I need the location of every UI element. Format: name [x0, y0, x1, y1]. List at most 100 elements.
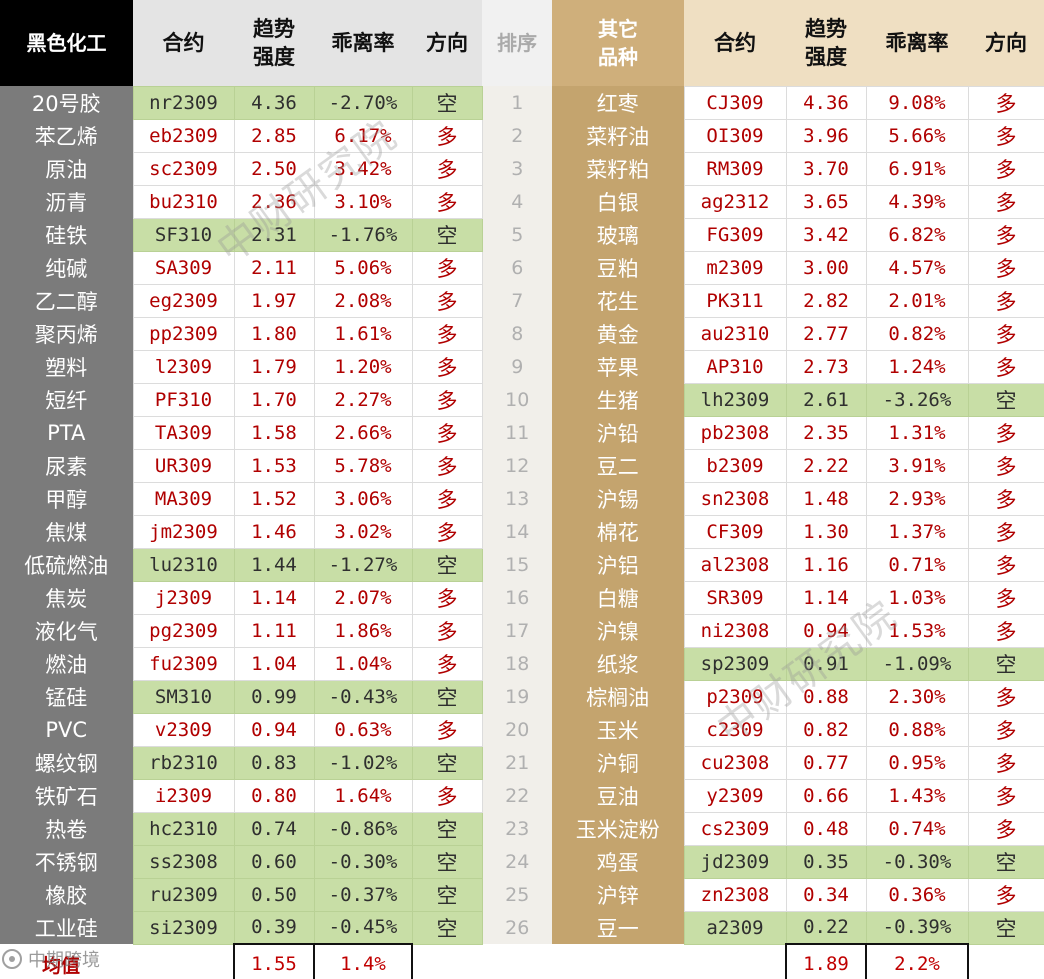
blank-cell [133, 944, 234, 979]
right-deviation-rate: 9.08% [865, 85, 969, 120]
right-deviation-rate: 0.36% [865, 877, 969, 912]
header-strength: 趋势 强度 [234, 0, 314, 86]
left-variety-name: 塑料 [0, 350, 133, 383]
right-deviation-rate: -0.30% [865, 844, 969, 879]
left-variety-name: 不锈钢 [0, 845, 133, 878]
right-trend-strength: 3.65 [785, 184, 867, 219]
rank-number: 17 [482, 614, 552, 647]
right-direction: 多 [967, 217, 1044, 252]
right-direction: 多 [967, 118, 1044, 153]
right-variety-name: 菜籽粕 [552, 152, 684, 185]
right-direction: 多 [967, 316, 1044, 351]
right-variety-name: 白糖 [552, 581, 684, 614]
right-trend-strength: 2.73 [785, 349, 867, 384]
left-deviation-rate: -0.45% [313, 910, 413, 945]
right-contract-code: CF309 [683, 514, 787, 549]
left-trend-strength: 0.50 [233, 877, 315, 912]
right-trend-strength: 0.82 [785, 712, 867, 747]
table-row: 焦煤 jm2309 1.46 3.02% 多 14 棉花 CF309 1.30 1.37% 多 [0, 514, 1044, 549]
header-left-category: 黑色化工 [0, 0, 133, 86]
right-contract-code: sn2308 [683, 481, 787, 516]
left-variety-name: 尿素 [0, 449, 133, 482]
left-direction: 多 [411, 514, 483, 549]
left-trend-strength: 0.83 [233, 745, 315, 780]
left-variety-name: 原油 [0, 152, 133, 185]
right-trend-strength: 2.61 [785, 382, 867, 417]
right-variety-name: 生猪 [552, 383, 684, 416]
right-variety-name: 沪铅 [552, 416, 684, 449]
left-contract-code: v2309 [132, 712, 235, 747]
left-direction: 多 [411, 316, 483, 351]
right-contract-code: OI309 [683, 118, 787, 153]
left-deviation-rate: 3.06% [313, 481, 413, 516]
left-deviation-rate: 2.08% [313, 283, 413, 318]
rank-number: 3 [482, 152, 552, 185]
right-direction: 多 [967, 283, 1044, 318]
left-deviation-rate: -2.70% [313, 85, 413, 120]
left-deviation-rate: -0.86% [313, 811, 413, 846]
table-row: 螺纹钢 rb2310 0.83 -1.02% 空 21 沪铜 cu2308 0.77 0.95% 多 [0, 745, 1044, 780]
right-direction: 多 [967, 514, 1044, 549]
right-deviation-rate: -1.09% [865, 646, 969, 681]
right-variety-name: 玻璃 [552, 218, 684, 251]
right-contract-code: sp2309 [683, 646, 787, 681]
right-direction: 多 [967, 679, 1044, 714]
left-trend-strength: 0.74 [233, 811, 315, 846]
left-contract-code: l2309 [132, 349, 235, 384]
left-direction: 多 [411, 382, 483, 417]
left-trend-strength: 1.53 [233, 448, 315, 483]
blank-cell [482, 944, 552, 979]
right-contract-code: lh2309 [683, 382, 787, 417]
right-deviation-rate: 2.01% [865, 283, 969, 318]
right-trend-strength: 2.77 [785, 316, 867, 351]
right-contract-code: ni2308 [683, 613, 787, 648]
blank-cell [968, 944, 1044, 979]
left-variety-name: 工业硅 [0, 911, 133, 944]
left-deviation-rate: 1.04% [313, 646, 413, 681]
left-contract-code: ss2308 [132, 844, 235, 879]
left-contract-code: pg2309 [132, 613, 235, 648]
table-row: 短纤 PF310 1.70 2.27% 多 10 生猪 lh2309 2.61 -3.26% 空 [0, 382, 1044, 417]
right-trend-strength: 1.14 [785, 580, 867, 615]
left-average-strength: 1.55 [233, 943, 315, 979]
left-variety-name: PVC [0, 713, 133, 746]
left-contract-code: SF310 [132, 217, 235, 252]
right-direction: 多 [967, 778, 1044, 813]
right-contract-code: p2309 [683, 679, 787, 714]
left-deviation-rate: 3.42% [313, 151, 413, 186]
right-contract-code: cs2309 [683, 811, 787, 846]
rank-number: 20 [482, 713, 552, 746]
right-variety-name: 纸浆 [552, 647, 684, 680]
left-trend-strength: 1.44 [233, 547, 315, 582]
left-trend-strength: 0.60 [233, 844, 315, 879]
table-row: 橡胶 ru2309 0.50 -0.37% 空 25 沪锌 zn2308 0.34 0.36% 多 [0, 877, 1044, 912]
header-contract-right: 合约 [684, 0, 786, 86]
left-trend-strength: 1.70 [233, 382, 315, 417]
right-direction: 空 [967, 646, 1044, 681]
left-variety-name: 纯碱 [0, 251, 133, 284]
left-trend-strength: 1.46 [233, 514, 315, 549]
right-contract-code: FG309 [683, 217, 787, 252]
rank-number: 12 [482, 449, 552, 482]
left-variety-name: 沥青 [0, 185, 133, 218]
left-average-deviation: 1.4% [313, 943, 413, 979]
left-variety-name: 焦炭 [0, 581, 133, 614]
left-trend-strength: 2.36 [233, 184, 315, 219]
right-direction: 多 [967, 85, 1044, 120]
right-deviation-rate: 0.88% [865, 712, 969, 747]
left-variety-name: 锰硅 [0, 680, 133, 713]
header-deviation-right: 乖离率 [866, 0, 968, 86]
right-variety-name: 苹果 [552, 350, 684, 383]
right-deviation-rate: 0.82% [865, 316, 969, 351]
right-direction: 空 [967, 910, 1044, 945]
right-direction: 多 [967, 250, 1044, 285]
left-trend-strength: 1.14 [233, 580, 315, 615]
header-direction-right: 方向 [968, 0, 1044, 86]
header-strength-right: 趋势 强度 [786, 0, 866, 86]
left-direction: 空 [411, 811, 483, 846]
left-direction: 空 [411, 910, 483, 945]
average-row: 均值 1.55 1.4% 1.89 2.2% [0, 943, 1044, 979]
left-trend-strength: 2.11 [233, 250, 315, 285]
left-variety-name: 燃油 [0, 647, 133, 680]
left-contract-code: sc2309 [132, 151, 235, 186]
